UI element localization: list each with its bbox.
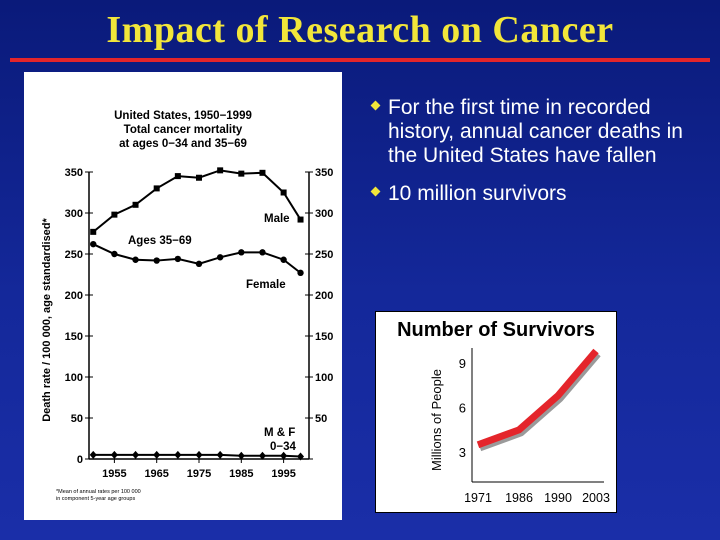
chart1-xtick-label: 1965 bbox=[144, 468, 168, 480]
chart1-point bbox=[89, 450, 97, 459]
chart1-point bbox=[216, 450, 224, 459]
chart1-ytick-label-right: 50 bbox=[315, 413, 327, 425]
chart1-point bbox=[259, 169, 266, 176]
bullet-item: For the first time in recorded history, … bbox=[370, 96, 700, 168]
chart1-point bbox=[237, 451, 245, 460]
chart1-xtick-label: 1995 bbox=[271, 468, 295, 480]
chart1-xtick-label: 1955 bbox=[102, 468, 126, 480]
chart1-xtick-label: 1975 bbox=[187, 468, 211, 480]
mortality-chart: United States, 1950−1999 Total cancer mo… bbox=[41, 110, 333, 502]
chart1-point bbox=[174, 173, 181, 180]
chart2-series-line bbox=[476, 348, 599, 449]
chart1-ytick-label: 0 bbox=[77, 454, 83, 466]
diamond-bullet-icon bbox=[370, 186, 381, 197]
chart1-ytick-label: 300 bbox=[65, 208, 83, 220]
chart1-point bbox=[280, 451, 288, 460]
chart2-xtick-label: 1986 bbox=[505, 491, 533, 505]
chart1-title-line-3: at ages 0−34 and 35−69 bbox=[119, 138, 247, 150]
chart1-point bbox=[132, 450, 140, 459]
bullet-list: For the first time in recorded history, … bbox=[370, 96, 700, 220]
chart1-point bbox=[111, 211, 118, 218]
chart1-point bbox=[90, 240, 97, 248]
chart1-point bbox=[174, 255, 182, 263]
chart1-point bbox=[238, 170, 245, 177]
chart1-point bbox=[195, 260, 203, 268]
chart1-title-line-2: Total cancer mortality bbox=[124, 124, 243, 136]
chart1-point bbox=[238, 249, 245, 256]
survivors-chart: Number of Survivors Millions of People 3… bbox=[397, 319, 610, 505]
chart2-ylabel: Millions of People bbox=[429, 369, 444, 471]
chart2-title: Number of Survivors bbox=[397, 319, 595, 341]
chart2-ytick-label: 3 bbox=[459, 445, 466, 460]
chart1-point bbox=[297, 269, 304, 277]
label-male: Male bbox=[264, 213, 290, 225]
chart1-ytick-label-right: 350 bbox=[315, 167, 333, 179]
label-female: Female bbox=[246, 279, 286, 291]
chart1-point bbox=[258, 451, 266, 460]
chart1-ytick-label: 50 bbox=[71, 413, 83, 425]
chart1-ylabel: Death rate / 100 000, age standardised* bbox=[41, 217, 53, 421]
mortality-chart-panel: United States, 1950−1999 Total cancer mo… bbox=[24, 72, 342, 520]
chart1-point bbox=[196, 174, 202, 181]
chart1-point bbox=[297, 452, 305, 461]
chart2-ytick-label: 9 bbox=[459, 356, 466, 371]
chart1-point bbox=[132, 256, 139, 263]
chart1-point bbox=[297, 216, 304, 223]
bullet-item: 10 million survivors bbox=[370, 182, 700, 206]
chart1-point bbox=[153, 257, 160, 264]
chart2-xtick-label: 2003 bbox=[582, 491, 610, 505]
bullet-text: For the first time in recorded history, … bbox=[388, 96, 683, 167]
chart1-point bbox=[280, 256, 287, 263]
label-mf: M & F bbox=[264, 427, 295, 439]
chart1-ytick-label: 200 bbox=[65, 290, 83, 302]
chart1-ytick-label: 250 bbox=[65, 249, 83, 261]
chart1-point bbox=[110, 450, 118, 459]
chart1-point bbox=[280, 189, 287, 196]
bullet-text: 10 million survivors bbox=[388, 182, 567, 205]
chart1-point bbox=[111, 250, 118, 258]
chart1-xtick-label: 1985 bbox=[229, 468, 253, 480]
chart1-point bbox=[259, 249, 266, 256]
chart1-ytick-label-right: 150 bbox=[315, 331, 333, 343]
chart1-point bbox=[153, 185, 160, 192]
chart1-series-line-1 bbox=[92, 243, 302, 274]
chart1-point bbox=[132, 201, 139, 208]
chart1-ytick-label: 350 bbox=[65, 167, 83, 179]
chart1-point bbox=[216, 254, 224, 261]
title-underline bbox=[10, 58, 710, 62]
chart1-point bbox=[90, 228, 97, 235]
chart1-ytick-label: 100 bbox=[65, 372, 83, 384]
chart1-point bbox=[174, 450, 182, 459]
chart1-point bbox=[195, 450, 203, 459]
chart1-footnote-2: in component 5-year age groups bbox=[56, 496, 135, 502]
chart1-ytick-label-right: 200 bbox=[315, 290, 333, 302]
chart2-xtick-label: 1990 bbox=[544, 491, 572, 505]
slide-title: Impact of Research on Cancer bbox=[106, 9, 614, 51]
chart1-point bbox=[153, 450, 161, 459]
diamond-bullet-icon bbox=[370, 100, 381, 111]
chart1-point bbox=[217, 167, 224, 174]
chart1-footnote-1: *Mean of annual rates per 100 000 bbox=[56, 489, 141, 495]
chart2-xtick-label: 1971 bbox=[464, 491, 492, 505]
chart1-ytick-label: 150 bbox=[65, 331, 83, 343]
chart1-ytick-label-right: 300 bbox=[315, 208, 333, 220]
chart1-title-line-1: United States, 1950−1999 bbox=[114, 110, 252, 122]
chart1-ytick-label-right: 100 bbox=[315, 372, 333, 384]
survivors-chart-panel: Number of Survivors Millions of People 3… bbox=[375, 311, 617, 513]
label-ages-35-69: Ages 35−69 bbox=[128, 235, 192, 247]
chart1-ytick-label-right: 250 bbox=[315, 249, 333, 261]
label-mf-age: 0−34 bbox=[270, 441, 297, 453]
chart2-ytick-label: 6 bbox=[459, 401, 466, 416]
